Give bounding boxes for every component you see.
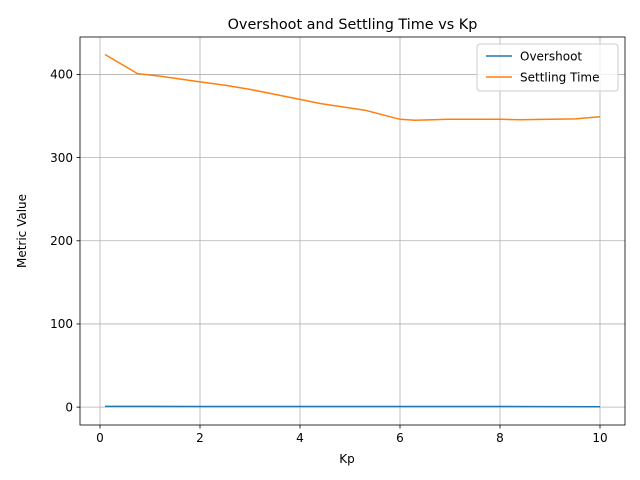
series-line-settling-time	[104, 53, 601, 121]
x-tick-label: 10	[592, 431, 607, 445]
chart-title: Overshoot and Settling Time vs Kp	[228, 17, 478, 33]
y-axis-label: Metric Value	[15, 194, 29, 268]
y-tick-label: 100	[50, 317, 73, 331]
x-tick-label: 0	[96, 431, 104, 445]
legend: Overshoot Settling Time	[476, 43, 619, 92]
y-tick-label: 300	[50, 151, 73, 165]
x-axis-ticks: 0 2 4 6 8 10	[96, 425, 608, 445]
legend-box	[476, 43, 619, 92]
x-tick-label: 8	[496, 431, 504, 445]
legend-label-settling-time: Settling Time	[520, 71, 599, 85]
x-tick-label: 2	[196, 431, 204, 445]
x-tick-label: 6	[396, 431, 404, 445]
x-tick-label: 4	[296, 431, 304, 445]
x-axis-label: Kp	[339, 452, 355, 466]
y-tick-label: 200	[50, 234, 73, 248]
legend-label-overshoot: Overshoot	[520, 50, 582, 64]
y-tick-label: 400	[50, 68, 73, 82]
plot-frame	[79, 36, 626, 426]
y-tick-label: 0	[65, 400, 73, 414]
series-lines	[104, 53, 601, 408]
y-axis-ticks: 0 100 200 300 400	[50, 68, 80, 414]
